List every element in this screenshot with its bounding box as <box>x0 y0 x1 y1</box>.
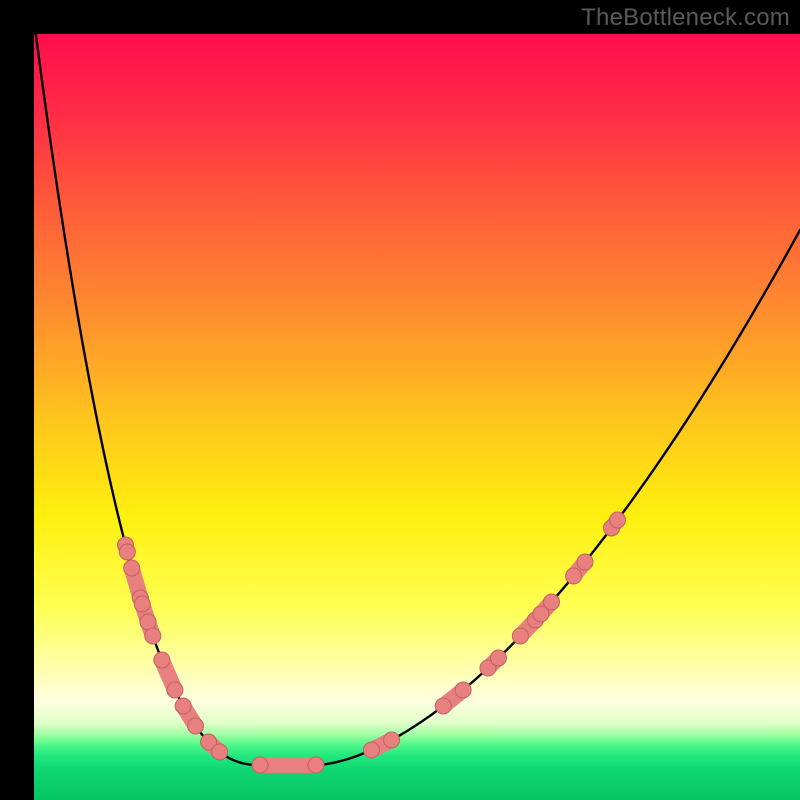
marker-dot <box>577 554 593 570</box>
marker-dot <box>544 594 560 610</box>
marker-dot <box>154 652 170 668</box>
marker-dot <box>455 682 471 698</box>
marker-dot <box>512 628 528 644</box>
plot-background <box>34 34 800 800</box>
marker-dot <box>308 757 324 773</box>
marker-dot <box>134 596 150 612</box>
marker-dot <box>175 698 191 714</box>
marker-dot <box>119 544 135 560</box>
marker-dot <box>212 744 228 760</box>
watermark-text: TheBottleneck.com <box>581 4 790 32</box>
marker-dot <box>124 560 140 576</box>
marker-dot <box>167 682 183 698</box>
marker-dot <box>188 718 204 734</box>
bottleneck-curve-plot <box>0 0 800 800</box>
marker-dot <box>435 698 451 714</box>
marker-dot <box>252 757 268 773</box>
marker-dot <box>490 650 506 666</box>
chart-stage: TheBottleneck.com <box>0 0 800 800</box>
marker-dot <box>363 742 379 758</box>
marker-dot <box>566 568 582 584</box>
marker-dot <box>145 628 161 644</box>
marker-dot <box>384 732 400 748</box>
marker-dot <box>609 512 625 528</box>
